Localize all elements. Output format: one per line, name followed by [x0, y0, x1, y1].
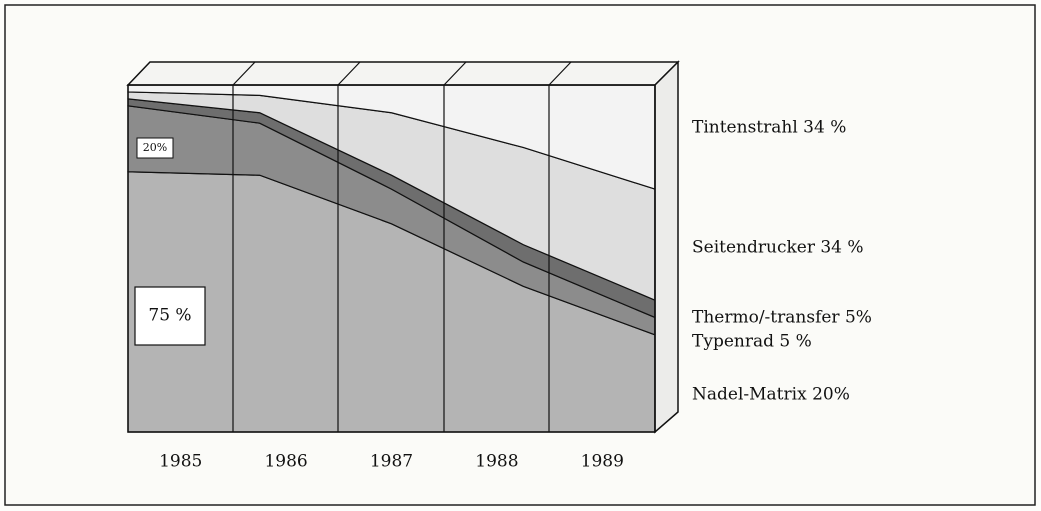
- band-dividers: [232, 61, 572, 432]
- annotation: 75 %: [148, 306, 191, 326]
- legend-label: Nadel-Matrix 20%: [692, 385, 850, 405]
- legend-label: Seitendrucker 34 %: [692, 238, 864, 258]
- x-tick-label: 1987: [370, 452, 413, 472]
- divider: [337, 61, 361, 86]
- annotation: 20%: [143, 141, 167, 154]
- x-tick-label: 1988: [475, 452, 518, 472]
- plot: [127, 84, 656, 433]
- divider: [548, 61, 572, 86]
- legend-label: Thermo/-transfer 5%: [692, 308, 872, 328]
- legend-label: Typenrad 5 %: [692, 332, 812, 352]
- divider: [443, 61, 467, 86]
- legend-label: Tintenstrahl 34 %: [692, 118, 846, 138]
- side-face: [654, 60, 679, 434]
- plot-border: [127, 84, 656, 433]
- top-face: [126, 61, 680, 86]
- annotation-box: [136, 137, 174, 159]
- divider: [232, 61, 256, 86]
- x-tick-label: 1989: [581, 452, 624, 472]
- annotation-box: [134, 286, 206, 346]
- x-tick-label: 1985: [159, 452, 202, 472]
- x-tick-label: 1986: [264, 452, 307, 472]
